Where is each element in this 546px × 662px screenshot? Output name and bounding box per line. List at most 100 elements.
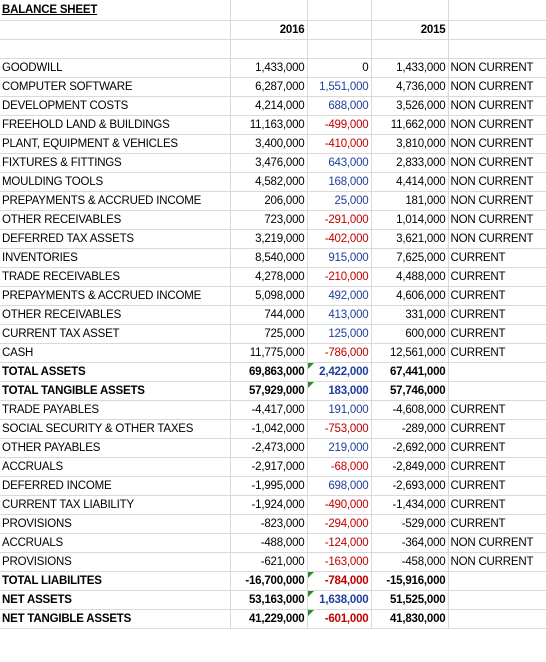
value-2016-cell[interactable]: 723,000 xyxy=(230,210,308,230)
value-2016-cell[interactable]: 41,229,000 xyxy=(230,609,308,629)
value-2016-cell[interactable]: 53,163,000 xyxy=(230,590,308,610)
change-cell[interactable]: 492,000 xyxy=(307,286,372,306)
value-2015-cell[interactable]: -2,692,000 xyxy=(371,438,449,458)
empty-cell[interactable] xyxy=(448,0,546,21)
classification-cell[interactable]: CURRENT xyxy=(448,457,546,477)
value-2016-cell[interactable]: -488,000 xyxy=(230,533,308,553)
classification-cell[interactable]: NON CURRENT xyxy=(448,172,546,192)
change-cell[interactable]: 191,000 xyxy=(307,400,372,420)
change-cell[interactable]: -784,000 xyxy=(307,571,372,591)
change-cell[interactable]: 413,000 xyxy=(307,305,372,325)
empty-cell[interactable] xyxy=(371,0,449,21)
classification-cell[interactable]: NON CURRENT xyxy=(448,210,546,230)
value-2016-cell[interactable]: 69,863,000 xyxy=(230,362,308,382)
value-2016-cell[interactable]: 744,000 xyxy=(230,305,308,325)
value-2015-cell[interactable]: 67,441,000 xyxy=(371,362,449,382)
row-label[interactable]: ACCRUALS xyxy=(0,533,231,553)
value-2016-cell[interactable]: 6,287,000 xyxy=(230,77,308,97)
classification-cell[interactable]: CURRENT xyxy=(448,476,546,496)
classification-cell[interactable]: NON CURRENT xyxy=(448,115,546,135)
value-2015-cell[interactable]: -289,000 xyxy=(371,419,449,439)
year-2015-header[interactable]: 2015 xyxy=(371,20,449,40)
value-2016-cell[interactable]: 3,476,000 xyxy=(230,153,308,173)
row-label[interactable]: INVENTORIES xyxy=(0,248,231,268)
row-label[interactable]: PLANT, EQUIPMENT & VEHICLES xyxy=(0,134,231,154)
row-label[interactable]: OTHER RECEIVABLES xyxy=(0,305,231,325)
empty-cell[interactable] xyxy=(307,20,372,40)
value-2015-cell[interactable]: 4,606,000 xyxy=(371,286,449,306)
classification-cell[interactable]: CURRENT xyxy=(448,286,546,306)
row-label[interactable]: TOTAL LIABILITES xyxy=(0,571,231,591)
empty-cell[interactable] xyxy=(448,39,546,59)
empty-cell[interactable] xyxy=(0,39,231,59)
change-cell[interactable]: -163,000 xyxy=(307,552,372,572)
row-label[interactable]: DEFERRED TAX ASSETS xyxy=(0,229,231,249)
row-label[interactable]: SOCIAL SECURITY & OTHER TAXES xyxy=(0,419,231,439)
classification-cell[interactable]: CURRENT xyxy=(448,495,546,515)
value-2015-cell[interactable]: -1,434,000 xyxy=(371,495,449,515)
value-2015-cell[interactable]: -529,000 xyxy=(371,514,449,534)
row-label[interactable]: OTHER RECEIVABLES xyxy=(0,210,231,230)
value-2016-cell[interactable]: 725,000 xyxy=(230,324,308,344)
value-2015-cell[interactable]: -458,000 xyxy=(371,552,449,572)
classification-cell[interactable]: CURRENT xyxy=(448,419,546,439)
year-2016-header[interactable]: 2016 xyxy=(230,20,308,40)
classification-cell[interactable] xyxy=(448,362,546,382)
value-2016-cell[interactable]: 1,433,000 xyxy=(230,58,308,78)
classification-cell[interactable] xyxy=(448,381,546,401)
change-cell[interactable]: -124,000 xyxy=(307,533,372,553)
change-cell[interactable]: 125,000 xyxy=(307,324,372,344)
row-label[interactable]: PROVISIONS xyxy=(0,552,231,572)
empty-cell[interactable] xyxy=(0,20,231,40)
change-cell[interactable]: -490,000 xyxy=(307,495,372,515)
empty-cell[interactable] xyxy=(230,0,308,21)
row-label[interactable]: TRADE PAYABLES xyxy=(0,400,231,420)
change-cell[interactable]: 643,000 xyxy=(307,153,372,173)
row-label[interactable]: CURRENT TAX ASSET xyxy=(0,324,231,344)
empty-cell[interactable] xyxy=(230,39,308,59)
classification-cell[interactable]: NON CURRENT xyxy=(448,134,546,154)
value-2015-cell[interactable]: 57,746,000 xyxy=(371,381,449,401)
row-label[interactable]: PROVISIONS xyxy=(0,514,231,534)
classification-cell[interactable] xyxy=(448,571,546,591)
value-2015-cell[interactable]: 4,736,000 xyxy=(371,77,449,97)
value-2016-cell[interactable]: 5,098,000 xyxy=(230,286,308,306)
change-cell[interactable]: -68,000 xyxy=(307,457,372,477)
sheet-title[interactable]: BALANCE SHEET xyxy=(0,0,231,21)
classification-cell[interactable]: CURRENT xyxy=(448,400,546,420)
value-2015-cell[interactable]: 600,000 xyxy=(371,324,449,344)
value-2016-cell[interactable]: -1,042,000 xyxy=(230,419,308,439)
empty-cell[interactable] xyxy=(448,20,546,40)
value-2015-cell[interactable]: -2,849,000 xyxy=(371,457,449,477)
value-2016-cell[interactable]: 3,400,000 xyxy=(230,134,308,154)
empty-cell[interactable] xyxy=(307,39,372,59)
value-2016-cell[interactable]: -1,995,000 xyxy=(230,476,308,496)
row-label[interactable]: OTHER PAYABLES xyxy=(0,438,231,458)
change-cell[interactable]: 688,000 xyxy=(307,96,372,116)
classification-cell[interactable]: CURRENT xyxy=(448,248,546,268)
value-2015-cell[interactable]: 41,830,000 xyxy=(371,609,449,629)
value-2016-cell[interactable]: 8,540,000 xyxy=(230,248,308,268)
classification-cell[interactable]: NON CURRENT xyxy=(448,77,546,97)
change-cell[interactable]: -402,000 xyxy=(307,229,372,249)
value-2016-cell[interactable]: -2,917,000 xyxy=(230,457,308,477)
value-2016-cell[interactable]: 4,214,000 xyxy=(230,96,308,116)
value-2016-cell[interactable]: -4,417,000 xyxy=(230,400,308,420)
change-cell[interactable]: -294,000 xyxy=(307,514,372,534)
value-2015-cell[interactable]: 4,414,000 xyxy=(371,172,449,192)
change-cell[interactable]: -786,000 xyxy=(307,343,372,363)
change-cell[interactable]: -291,000 xyxy=(307,210,372,230)
change-cell[interactable]: 25,000 xyxy=(307,191,372,211)
row-label[interactable]: COMPUTER SOFTWARE xyxy=(0,77,231,97)
value-2015-cell[interactable]: 2,833,000 xyxy=(371,153,449,173)
value-2016-cell[interactable]: 206,000 xyxy=(230,191,308,211)
value-2015-cell[interactable]: 3,526,000 xyxy=(371,96,449,116)
row-label[interactable]: DEFERRED INCOME xyxy=(0,476,231,496)
row-label[interactable]: DEVELOPMENT COSTS xyxy=(0,96,231,116)
classification-cell[interactable]: CURRENT xyxy=(448,343,546,363)
classification-cell[interactable]: NON CURRENT xyxy=(448,191,546,211)
value-2015-cell[interactable]: 11,662,000 xyxy=(371,115,449,135)
change-cell[interactable]: -753,000 xyxy=(307,419,372,439)
classification-cell[interactable]: NON CURRENT xyxy=(448,58,546,78)
change-cell[interactable]: -499,000 xyxy=(307,115,372,135)
